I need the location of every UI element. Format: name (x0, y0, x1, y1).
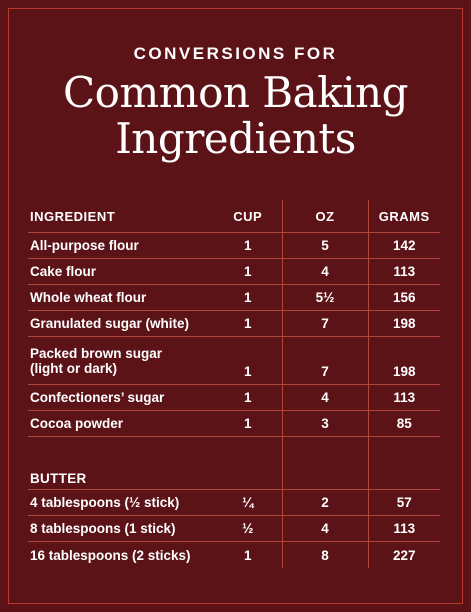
ingredient-cell: Whole wheat flour (30, 290, 147, 305)
cup-cell: 1 (214, 384, 283, 411)
page-title: Common Baking Ingredients (0, 70, 471, 162)
grams-cell: 156 (392, 290, 416, 305)
grams-cell: 85 (396, 416, 412, 431)
table-row: Packed brown sugar (light or dark) 1 7 1… (28, 336, 440, 385)
ingredient-cell: Cocoa powder (30, 416, 124, 431)
table-row: Cocoa powder 1 3 85 (28, 410, 440, 437)
oz-cell: 4 (282, 515, 369, 542)
cup-cell: 1 (214, 310, 283, 337)
subtitle: CONVERSIONS FOR (133, 44, 338, 63)
oz-cell: 4 (282, 258, 369, 285)
ingredient-cell: All-purpose flour (30, 238, 139, 253)
header-ingredient: INGREDIENT (30, 208, 116, 224)
oz-cell: 2 (282, 489, 369, 516)
cup-cell: 1 (214, 336, 283, 385)
table-row: Granulated sugar (white) 1 7 198 (28, 310, 440, 337)
grams-cell: 113 (393, 521, 416, 536)
header-grams: GRAMS (378, 208, 430, 224)
grams-cell: 227 (392, 547, 416, 563)
ingredient-cell: Packed brown sugar (light or dark) (28, 337, 214, 385)
grams-cell: 57 (396, 495, 412, 510)
conversion-table: INGREDIENT CUP OZ GRAMS All-purpose flou… (28, 200, 440, 568)
section-label: BUTTER (30, 470, 87, 486)
grams-cell: 198 (392, 316, 416, 331)
oz-cell: 5 (282, 232, 369, 259)
oz-cell: 3 (282, 410, 369, 437)
ingredient-line-1: Packed brown sugar (30, 345, 163, 361)
table-header-row: INGREDIENT CUP OZ GRAMS (28, 200, 440, 233)
section-row: BUTTER (28, 467, 440, 490)
spacer-row (28, 436, 440, 467)
ingredient-cell: Granulated sugar (white) (30, 316, 190, 331)
grams-cell: 113 (393, 264, 416, 279)
oz-cell: 4 (282, 384, 369, 411)
card-frame (8, 8, 463, 604)
title-line-1: Common Baking (63, 68, 408, 117)
cup-cell: ¼ (214, 489, 283, 516)
cup-cell: 1 (214, 284, 283, 311)
ingredient-cell: 4 tablespoons (½ stick) (30, 495, 180, 510)
cup-cell: 1 (214, 410, 283, 437)
ingredient-cell: 16 tablespoons (2 sticks) (30, 547, 191, 563)
cup-cell: 1 (214, 258, 283, 285)
ingredient-cell: 8 tablespoons (1 stick) (30, 521, 176, 536)
oz-cell: 8 (282, 541, 369, 568)
ingredient-cell: Confectioners’ sugar (30, 390, 165, 405)
table-row: Confectioners’ sugar 1 4 113 (28, 384, 440, 411)
table-row: Whole wheat flour 1 5½ 156 (28, 284, 440, 311)
header-oz: OZ (282, 200, 369, 233)
ingredient-cell: Cake flour (30, 264, 97, 279)
oz-cell: 7 (282, 310, 369, 337)
grams-cell: 142 (392, 238, 416, 253)
oz-cell: 7 (282, 336, 369, 385)
table-row: All-purpose flour 1 5 142 (28, 232, 440, 259)
cup-cell: ½ (214, 515, 283, 542)
table-row: 8 tablespoons (1 stick) ½ 4 113 (28, 515, 440, 542)
grams-cell: 198 (392, 364, 416, 379)
oz-cell: 5½ (282, 284, 369, 311)
grams-cell: 113 (393, 390, 416, 405)
cup-cell: 1 (214, 541, 283, 568)
title-line-2: Ingredients (115, 114, 356, 163)
cup-cell: 1 (214, 232, 283, 259)
ingredient-line-2: (light or dark) (30, 360, 117, 376)
header-cup: CUP (214, 200, 283, 233)
table-row: 4 tablespoons (½ stick) ¼ 2 57 (28, 489, 440, 516)
table-row: 16 tablespoons (2 sticks) 1 8 227 (28, 541, 440, 568)
table-row: Cake flour 1 4 113 (28, 258, 440, 285)
